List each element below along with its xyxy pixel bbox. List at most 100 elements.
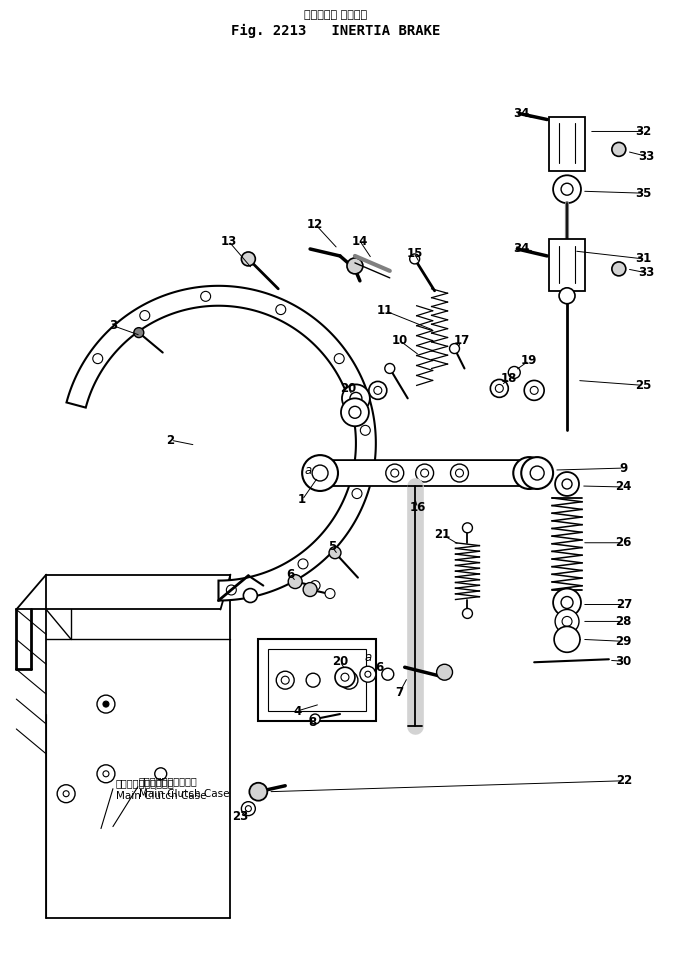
Text: a: a: [364, 651, 371, 663]
Text: 33: 33: [639, 150, 655, 162]
Text: 25: 25: [635, 379, 652, 392]
Text: 6: 6: [376, 660, 384, 674]
Circle shape: [421, 469, 429, 477]
Circle shape: [555, 472, 579, 496]
Circle shape: [521, 457, 553, 489]
Circle shape: [342, 385, 370, 412]
Circle shape: [325, 589, 335, 599]
Circle shape: [242, 802, 255, 815]
Text: 24: 24: [616, 481, 632, 493]
Text: 23: 23: [232, 810, 248, 823]
Circle shape: [561, 597, 573, 608]
Circle shape: [246, 806, 251, 811]
Circle shape: [561, 183, 573, 195]
Bar: [258, 639, 376, 721]
Circle shape: [530, 466, 544, 480]
Text: 12: 12: [307, 218, 323, 230]
Circle shape: [329, 546, 341, 559]
Circle shape: [553, 175, 581, 203]
Text: 22: 22: [616, 775, 632, 787]
Text: Fig. 2213   INERTIA BRAKE: Fig. 2213 INERTIA BRAKE: [232, 24, 441, 38]
Text: 15: 15: [406, 248, 423, 260]
Circle shape: [103, 701, 109, 707]
Circle shape: [341, 398, 369, 426]
Circle shape: [97, 695, 115, 713]
Text: イナーシャ ブレーキ: イナーシャ ブレーキ: [304, 10, 367, 20]
Circle shape: [508, 366, 520, 378]
Circle shape: [562, 479, 572, 489]
Circle shape: [385, 364, 395, 373]
Text: 31: 31: [635, 252, 652, 265]
Circle shape: [347, 258, 363, 274]
Circle shape: [201, 291, 211, 302]
Text: 27: 27: [616, 598, 632, 611]
Text: 2: 2: [167, 433, 175, 447]
Circle shape: [513, 457, 545, 489]
Text: 13: 13: [220, 235, 237, 248]
Circle shape: [288, 574, 302, 589]
Text: 21: 21: [435, 528, 451, 542]
Circle shape: [302, 455, 338, 491]
Text: 4: 4: [293, 705, 302, 718]
Circle shape: [553, 589, 581, 616]
Circle shape: [530, 387, 538, 395]
Circle shape: [350, 393, 362, 404]
Text: 7: 7: [396, 686, 404, 698]
Text: a: a: [304, 463, 312, 477]
Text: 8: 8: [308, 716, 316, 728]
Bar: [549, 239, 585, 291]
Circle shape: [612, 262, 626, 276]
Circle shape: [103, 771, 109, 777]
Circle shape: [276, 671, 294, 689]
Circle shape: [495, 385, 503, 393]
Text: 11: 11: [377, 305, 393, 317]
Circle shape: [226, 585, 236, 595]
Circle shape: [369, 381, 387, 399]
Circle shape: [57, 785, 75, 803]
Circle shape: [410, 254, 420, 264]
Text: 20: 20: [340, 382, 356, 395]
Circle shape: [456, 469, 464, 477]
Circle shape: [462, 523, 472, 533]
Text: 3: 3: [109, 319, 117, 332]
Circle shape: [349, 406, 361, 419]
Circle shape: [612, 142, 626, 157]
Text: 10: 10: [392, 334, 408, 347]
Circle shape: [365, 671, 371, 677]
Text: 28: 28: [616, 615, 632, 628]
Circle shape: [391, 469, 398, 477]
Circle shape: [281, 676, 289, 685]
Circle shape: [298, 559, 308, 569]
Text: 6: 6: [286, 569, 294, 581]
Circle shape: [450, 464, 468, 482]
Circle shape: [341, 673, 349, 681]
Circle shape: [555, 609, 579, 633]
Circle shape: [276, 305, 286, 314]
Circle shape: [63, 791, 69, 797]
Text: 1: 1: [298, 493, 306, 507]
Text: 35: 35: [635, 187, 652, 200]
Text: 20: 20: [332, 655, 348, 668]
Circle shape: [345, 676, 353, 685]
Circle shape: [360, 425, 370, 435]
Circle shape: [382, 668, 394, 680]
Circle shape: [416, 464, 433, 482]
Circle shape: [360, 666, 376, 682]
Circle shape: [242, 252, 255, 266]
Circle shape: [386, 464, 404, 482]
Circle shape: [554, 627, 580, 653]
Text: 30: 30: [616, 655, 632, 668]
Text: Main Clutch Case: Main Clutch Case: [116, 791, 207, 801]
Circle shape: [244, 589, 257, 602]
Polygon shape: [320, 460, 534, 486]
Text: Main Clutch Case: Main Clutch Case: [139, 789, 229, 799]
Text: 34: 34: [513, 107, 530, 120]
Circle shape: [250, 782, 267, 801]
Circle shape: [374, 387, 382, 395]
Circle shape: [97, 765, 115, 782]
Circle shape: [524, 380, 544, 400]
Bar: [549, 116, 585, 171]
Circle shape: [437, 664, 452, 680]
Text: 9: 9: [620, 461, 628, 475]
Text: 18: 18: [501, 372, 518, 385]
